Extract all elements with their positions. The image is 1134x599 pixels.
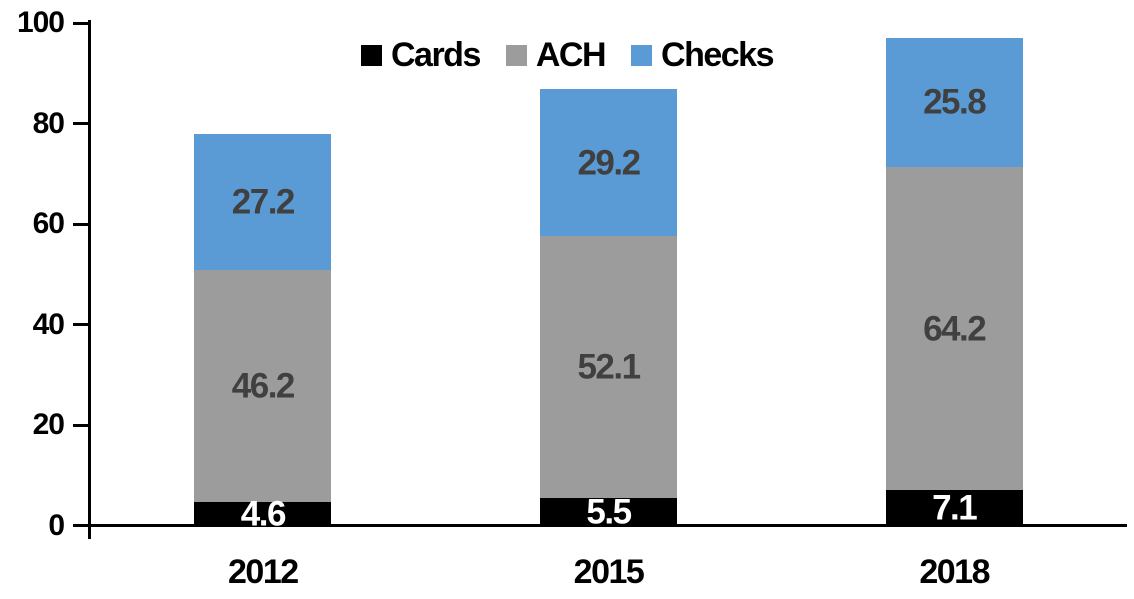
bar-segment-ach	[540, 236, 677, 498]
segment-label: 29.2	[577, 143, 641, 183]
bar-segment-checks	[194, 133, 332, 271]
y-tick	[73, 122, 88, 125]
segment-label: 25.8	[923, 82, 987, 122]
legend-label: ACH	[535, 36, 607, 74]
y-tick-label: 40	[32, 307, 65, 341]
bar-segment-cards	[540, 497, 677, 526]
segment-label: 4.6	[240, 494, 287, 534]
legend-marker-ach-icon	[505, 44, 527, 66]
category-label-2012: 2012	[228, 552, 299, 591]
legend-marker-checks-icon	[631, 44, 653, 66]
segment-label: 5.5	[586, 492, 632, 532]
legend-marker-cards-icon	[360, 44, 382, 66]
bar-segment-cards	[194, 502, 332, 526]
legend-item-ach: ACH	[505, 36, 607, 74]
y-tick-label: 20	[32, 408, 65, 441]
legend: Cards ACH Checks	[0, 38, 1134, 72]
y-tick	[73, 423, 88, 427]
segment-label: 64.2	[923, 309, 987, 349]
category-label-2015: 2015	[573, 552, 645, 591]
bar-segment-ach	[885, 167, 1023, 490]
x-axis-line	[88, 524, 1127, 527]
segment-label: 27.2	[231, 182, 296, 222]
y-tick	[73, 524, 88, 527]
bar-segment-cards	[885, 489, 1023, 526]
bar-segment-ach	[194, 270, 332, 503]
legend-label: Cards	[390, 36, 481, 74]
segment-label: 52.1	[577, 347, 641, 387]
category-label-2018: 2018	[919, 552, 990, 591]
y-tick	[73, 21, 88, 25]
legend-label: Checks	[661, 36, 774, 74]
y-tick-label: 100	[16, 6, 65, 39]
y-tick-label: 0	[48, 508, 65, 542]
bar-segment-checks	[885, 37, 1023, 168]
segment-label: 7.1	[932, 488, 978, 528]
bar-segment-checks	[540, 89, 677, 237]
y-tick-label: 80	[32, 106, 65, 140]
y-tick-label: 60	[32, 207, 65, 240]
legend-item-checks: Checks	[631, 36, 774, 74]
legend-item-cards: Cards	[360, 36, 481, 74]
y-tick	[73, 222, 88, 226]
segment-label: 46.2	[231, 366, 296, 406]
y-axis-line	[88, 20, 91, 539]
y-tick	[73, 323, 88, 326]
